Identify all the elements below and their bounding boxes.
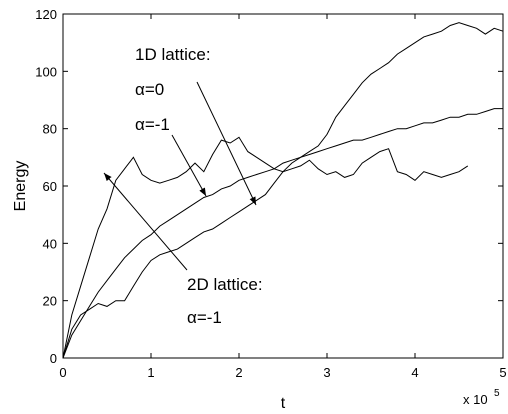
y-tick-label: 120 xyxy=(35,7,57,22)
annotation: 1D lattice: xyxy=(135,45,211,64)
arrow xyxy=(171,134,207,197)
x-axis-label: t xyxy=(281,395,286,412)
x-tick-label: 2 xyxy=(235,365,242,380)
y-tick-label: 20 xyxy=(43,294,57,309)
annotation: α=0 xyxy=(135,80,164,99)
y-tick-label: 80 xyxy=(43,122,57,137)
annotation: α=-1 xyxy=(187,308,222,327)
y-tick-label: 100 xyxy=(35,64,57,79)
x-tick-label: 4 xyxy=(411,365,418,380)
y-tick-label: 60 xyxy=(43,179,57,194)
y-tick-label: 40 xyxy=(43,236,57,251)
line-series xyxy=(62,22,504,359)
y-axis-label: Energy xyxy=(12,161,29,212)
x-multiplier: x 10 xyxy=(463,392,488,407)
arrow xyxy=(196,81,257,206)
x-tick-label: 3 xyxy=(323,365,330,380)
annotation: 2D lattice: xyxy=(187,275,263,294)
x-multiplier-exponent: 5 xyxy=(494,388,500,399)
arrow xyxy=(103,172,188,271)
x-tick-label: 5 xyxy=(499,365,506,380)
y-tick-label: 0 xyxy=(50,351,57,366)
annotation: α=-1 xyxy=(135,115,170,134)
plot-frame xyxy=(62,13,504,359)
x-tick-label: 1 xyxy=(147,365,154,380)
x-tick-label: 0 xyxy=(59,365,66,380)
line-series xyxy=(62,108,503,359)
line-series xyxy=(62,136,469,359)
